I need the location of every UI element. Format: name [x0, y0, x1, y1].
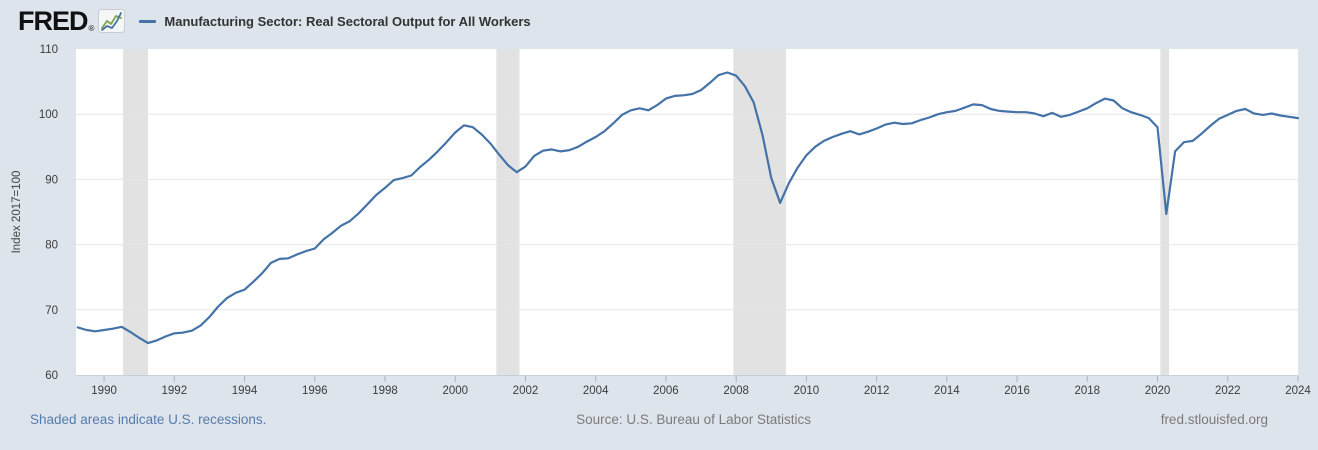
chart-plot[interactable]: 1990 1992 1994 1996 1998 2000 2002 2004 2006 2008… [0, 42, 1318, 400]
x-tick-label: 2024 [1285, 385, 1311, 397]
fred-chart-icon [98, 9, 126, 33]
y-tick-label: 80 [45, 240, 58, 252]
x-tick-label: 1990 [91, 385, 117, 397]
y-tick-label: 110 [40, 44, 58, 56]
fred-logo[interactable]: FRED ® [18, 5, 126, 36]
x-tick-label: 2006 [653, 385, 679, 397]
y-axis-title: Index 2017=100 [11, 171, 23, 254]
registered-trademark-icon: ® [88, 23, 95, 33]
fred-site-link[interactable]: fred.stlouisfed.org [1160, 412, 1268, 427]
recession-band [496, 49, 520, 375]
recession-band [123, 49, 148, 375]
x-tick-label: 2000 [442, 385, 468, 397]
x-tick-label: 2012 [864, 385, 890, 397]
x-tick-label: 2002 [513, 385, 539, 397]
x-tick-label: 1996 [302, 385, 328, 397]
recession-band [1160, 49, 1170, 375]
x-tick-label: 2020 [1145, 385, 1171, 397]
x-tick-label: 2010 [794, 385, 820, 397]
y-tick-label: 100 [39, 109, 58, 121]
x-tick-label: 2014 [934, 385, 960, 397]
x-tick-label: 1994 [232, 385, 258, 397]
chart-header: FRED ® Manufacturing Sector: Real Sector… [0, 0, 1318, 42]
recession-note-link[interactable]: Shaded areas indicate U.S. recessions. [30, 412, 267, 427]
series-line-sample-icon [139, 19, 157, 23]
y-axis-labels: 60 70 80 90 100 110 [39, 44, 58, 382]
x-tick-label: 1998 [372, 385, 398, 397]
x-tick-label: 2004 [583, 385, 609, 397]
data-source-text: Source: U.S. Bureau of Labor Statistics [576, 412, 811, 427]
x-tick-label: 2018 [1075, 385, 1101, 397]
y-tick-label: 60 [45, 370, 58, 382]
x-tick-label: 2008 [723, 385, 749, 397]
data-series-line[interactable] [76, 71, 1300, 345]
series-legend: Manufacturing Sector: Real Sectoral Outp… [139, 13, 531, 29]
y-tick-label: 90 [45, 174, 58, 186]
x-tick-label: 2016 [1004, 385, 1030, 397]
x-axis-ticks: 1990 1992 1994 1996 1998 2000 2002 2004 2006 2008… [91, 376, 1311, 397]
y-tick-label: 70 [45, 305, 58, 317]
plot-area[interactable] [76, 49, 1298, 375]
x-tick-label: 1992 [162, 385, 188, 397]
x-tick-label: 2022 [1215, 385, 1241, 397]
series-legend-label: Manufacturing Sector: Real Sectoral Outp… [164, 13, 531, 29]
chart-footer: Shaded areas indicate U.S. recessions. S… [0, 400, 1318, 427]
fred-logo-text: FRED [18, 5, 88, 36]
recession-bands [123, 49, 1170, 375]
gridlines [76, 113, 1298, 311]
recession-band [733, 49, 787, 375]
